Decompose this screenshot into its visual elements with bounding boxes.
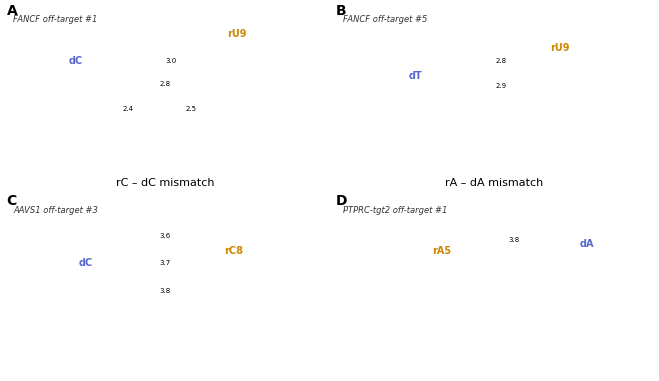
Text: 2.8: 2.8	[496, 58, 506, 64]
Text: FANCF off-target #1: FANCF off-target #1	[13, 15, 98, 24]
Text: dC: dC	[78, 258, 93, 268]
Text: 2.9: 2.9	[496, 83, 506, 89]
Text: rC8: rC8	[225, 247, 243, 256]
Title: rA – dA mismatch: rA – dA mismatch	[445, 178, 544, 188]
Text: dC: dC	[69, 56, 83, 66]
Text: D: D	[336, 194, 347, 208]
Text: FANCF off-target #5: FANCF off-target #5	[343, 15, 427, 24]
Text: PTPRC-tgt2 off-target #1: PTPRC-tgt2 off-target #1	[343, 206, 447, 215]
Title: rC – dC mismatch: rC – dC mismatch	[115, 178, 214, 188]
Text: 2.8: 2.8	[159, 81, 170, 87]
Text: 3.0: 3.0	[165, 58, 177, 64]
Text: B: B	[336, 4, 347, 18]
Text: 2.5: 2.5	[186, 106, 196, 112]
Text: dT: dT	[409, 71, 422, 81]
Text: AAVS1 off-target #3: AAVS1 off-target #3	[13, 206, 98, 215]
Text: rU9: rU9	[227, 29, 247, 39]
Text: 3.8: 3.8	[508, 237, 520, 243]
Text: dA: dA	[579, 239, 594, 249]
Text: A: A	[7, 4, 17, 18]
Text: rU9: rU9	[550, 43, 570, 53]
Text: 3.7: 3.7	[159, 260, 171, 266]
Text: 3.8: 3.8	[159, 288, 171, 295]
Text: rA5: rA5	[432, 247, 451, 256]
Text: 2.4: 2.4	[123, 106, 134, 112]
Text: 3.6: 3.6	[159, 233, 171, 239]
Text: C: C	[7, 194, 17, 208]
